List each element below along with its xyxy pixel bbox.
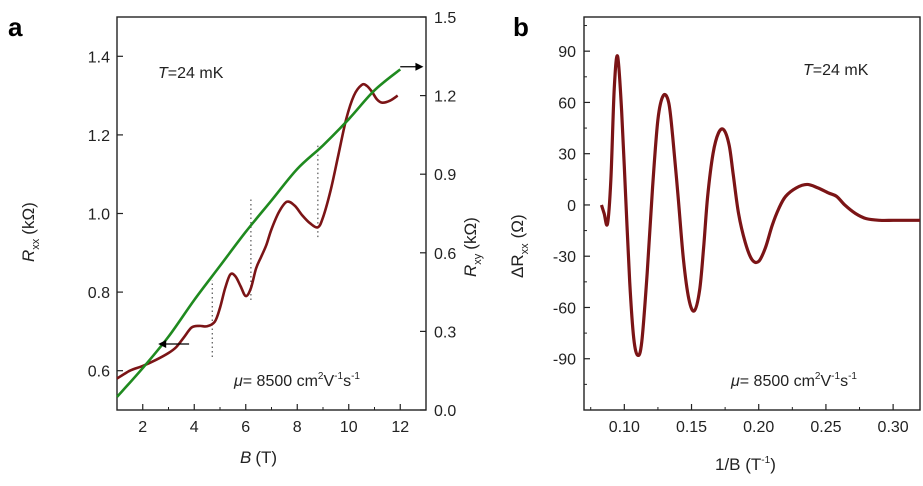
panel-a-y-left-tick-label: 0.6	[88, 364, 110, 381]
panel-b-y-tick-label: -30	[553, 249, 576, 266]
delta-rxx-series-line	[599, 54, 920, 358]
panel-b-frame	[583, 16, 921, 411]
panel-b: b T=24 mK μ= 8500 cm2V-1s-1 1/B (T-1) ΔR…	[508, 12, 921, 474]
panel-b-x-tick-label: 0.20	[743, 419, 774, 436]
panel-a-x-tick-label: 6	[241, 419, 250, 436]
panel-b-series	[599, 54, 920, 358]
panel-b-letter: b	[513, 12, 529, 42]
panel-b-ticks: 0.10 0.15 0.20 0.25 0.30 -90 -60 -30 0 30 60 90	[553, 25, 909, 436]
panel-b-mobility-annotation: μ= 8500 cm2V-1s-1	[730, 371, 857, 390]
panel-a-x-tick-label: 2	[138, 419, 147, 436]
panel-a-x-axis-label: B (T)	[240, 448, 277, 467]
panel-a-x-tick-label: 8	[293, 419, 302, 436]
panel-a-x-tick-label: 10	[340, 419, 358, 436]
panel-a-x-tick-label: 4	[190, 419, 199, 436]
panel-b-y-tick-label: 60	[558, 95, 576, 112]
panel-a-temp-annotation: T=24 mK	[158, 65, 224, 82]
panel-a-y-right-tick-label: 0.3	[434, 324, 456, 341]
panel-a: a T=24 mK μ= 8500 cm2V-1s-1 B (T) Rxx(kΩ)…	[8, 10, 484, 467]
rxx-series-line	[116, 82, 399, 380]
panel-b-x-tick-label: 0.15	[676, 419, 707, 436]
panel-a-y-right-label: Rxy(kΩ)	[461, 217, 484, 277]
panel-a-y-left-tick-label: 0.8	[88, 285, 110, 302]
panel-b-temp-annotation: T=24 mK	[803, 62, 869, 79]
panel-a-y-right-tick-label: 1.5	[434, 10, 456, 27]
panel-b-y-tick-label: -60	[553, 300, 576, 317]
panel-b-y-tick-label: 30	[558, 147, 576, 164]
panel-b-x-tick-label: 0.10	[609, 419, 640, 436]
panel-b-x-tick-label: 0.30	[878, 419, 909, 436]
panel-b-y-tick-label: 90	[558, 44, 576, 61]
panel-a-arrows	[158, 62, 424, 348]
panel-b-y-tick-label: -90	[553, 352, 576, 369]
panel-a-y-right-tick-label: 1.2	[434, 89, 456, 106]
panel-a-y-right-tick-label: 0.9	[434, 167, 456, 184]
panel-b-x-tick-label: 0.25	[810, 419, 841, 436]
panel-a-arrow-head	[158, 339, 167, 348]
panel-a-y-left-tick-label: 1.0	[88, 207, 110, 224]
panel-a-y-left-tick-label: 1.4	[88, 49, 110, 66]
panel-a-series	[116, 68, 402, 398]
panel-a-mobility-annotation: μ= 8500 cm2V-1s-1	[233, 371, 360, 390]
panel-a-x-tick-label: 12	[391, 419, 409, 436]
rxy-series-line	[116, 68, 402, 398]
panel-a-ticks: 2 4 6 8 10 12 0.6 0.8 1.0 1.2 1.4 0.0 0.3 0.6 0.9 1.2 1.…	[88, 10, 457, 436]
panel-a-y-right-tick-label: 0.0	[434, 403, 456, 420]
panel-a-dotted-markers	[211, 142, 319, 357]
panel-b-x-axis-label: 1/B (T-1)	[715, 455, 776, 474]
panel-a-y-left-label: Rxx(kΩ)	[19, 202, 42, 262]
panel-a-arrow-head	[415, 62, 424, 71]
panel-b-y-tick-label: 0	[567, 198, 576, 215]
panel-a-letter: a	[8, 12, 23, 42]
panel-a-y-left-tick-label: 1.2	[88, 128, 110, 145]
panel-a-y-right-tick-label: 0.6	[434, 246, 456, 263]
panel-b-y-axis-label: ΔRxx(Ω)	[508, 214, 531, 278]
